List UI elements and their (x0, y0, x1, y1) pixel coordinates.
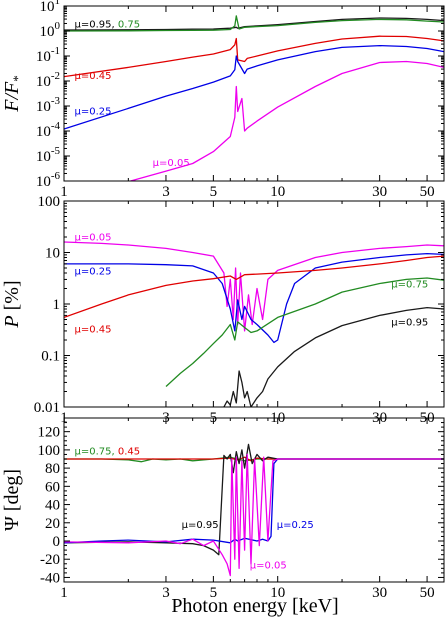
y-tick-label: 10-6 (36, 170, 61, 190)
plot-frame (63, 200, 445, 408)
y-tick-label: 0.01 (34, 400, 60, 416)
y-tick-label: 10-2 (36, 70, 60, 90)
x-tick-label: 1 (60, 184, 68, 200)
series-annotation: μ=0.45 (75, 71, 112, 82)
series-line-3 (64, 44, 444, 130)
y-axis-title: F/F* (1, 75, 25, 113)
series-annotation: μ=0.95 (182, 520, 219, 531)
y-tick-label: 1 (53, 297, 61, 313)
series-line-4 (223, 306, 444, 407)
y-tick-label: 120 (38, 425, 61, 441)
x-tick-label: 10 (270, 585, 285, 601)
series-annotation: μ=0.25 (75, 267, 112, 278)
y-tick-label: 0.1 (41, 349, 60, 365)
series-annotation: μ=0.25 (277, 520, 314, 531)
x-tick-label: 10 (270, 184, 285, 200)
y-tick-label: 60 (45, 479, 60, 495)
y-tick-label: 20 (45, 516, 60, 532)
series-annotation: μ=0.95 (391, 318, 428, 329)
y-tick-label: 10-1 (36, 45, 60, 65)
y-tick-label: 10-4 (36, 120, 61, 140)
y-axis-title: Ψ [deg] (1, 469, 23, 531)
x-tick-label: 30 (372, 184, 387, 200)
series-annotation: μ=0.05 (153, 158, 190, 169)
y-tick-label: 100 (40, 20, 61, 40)
y-tick-label: -20 (40, 552, 60, 568)
series-line-0 (64, 17, 444, 31)
series-line-3 (165, 277, 444, 387)
x-tick-label: 3 (162, 184, 170, 200)
y-tick-label: 10-3 (36, 95, 61, 115)
y-tick-label: 100 (38, 194, 61, 210)
x-tick-label: 3 (162, 585, 170, 601)
y-tick-label: 40 (45, 498, 60, 514)
series-line-1 (64, 252, 444, 344)
series-line-1 (64, 15, 444, 32)
y-tick-label: 10-5 (36, 145, 61, 165)
y-tick-label: 80 (45, 461, 60, 477)
series-annotation: μ=0.25 (75, 107, 112, 118)
y-axis-title: P [%] (1, 280, 23, 328)
series-annotation: μ=0.05 (250, 560, 287, 571)
plot-frame (63, 5, 445, 182)
y-tick-label: 0 (53, 534, 61, 550)
x-tick-label: 50 (420, 184, 435, 200)
x-tick-label: 1 (60, 585, 68, 601)
y-tick-label: 101 (40, 0, 61, 15)
series-annotation: μ=0.75 (391, 279, 428, 290)
y-tick-label: 10 (45, 246, 60, 262)
series-line-2 (64, 35, 444, 78)
series-line-4 (64, 453, 444, 577)
series-annotation: μ=0.05 (75, 233, 112, 244)
y-tick-label: 100 (38, 443, 61, 459)
x-tick-label: 5 (210, 585, 218, 601)
x-tick-label: 30 (372, 585, 387, 601)
series-line-0 (64, 241, 444, 332)
panel-flux: 1 3 5 10 30 50 10-6 10-5 10-4 10-3 10-2 10-1 100 101 F… (1, 0, 445, 200)
series-annotation: μ=0.95, 0.75 (75, 19, 141, 30)
plot-frame (63, 417, 445, 583)
x-axis-title: Photon energy [keV] (171, 595, 338, 617)
x-tick-label: 5 (210, 184, 218, 200)
y-tick-label: -40 (40, 570, 60, 586)
series-line-4 (130, 60, 444, 181)
x-tick-label: 50 (420, 585, 435, 601)
series-line-2 (64, 255, 444, 319)
series-annotation: μ=0.45 (75, 324, 112, 335)
series-annotation: μ=0.75, 0.45 (75, 446, 141, 457)
panel-polarization-angle: 1 3 5 10 30 50 -40 -20 0 20 40 60 80 100 120 Ψ [deg] μ=0… (1, 417, 445, 601)
